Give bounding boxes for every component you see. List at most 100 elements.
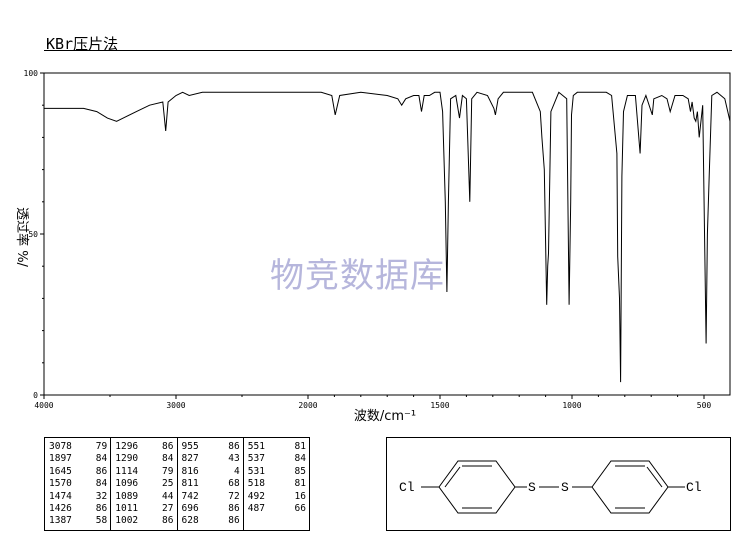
peak-wavenumber: 628 [181,515,199,527]
peak-table-row: 816 4 [182,466,240,478]
peak-table-row: 518 81 [248,478,306,490]
x-axis-label: 波数/cm⁻¹ [354,409,416,424]
peak-wavenumber: 1387 [49,515,72,527]
peak-wavenumber: 1011 [115,503,139,515]
peak-table-row: 1290 84 [115,453,173,465]
peak-table-column: 955 86 827 43 816 4 811 68 742 72 696 86 628 86 [178,438,244,530]
peak-transmittance: 85 [294,465,306,477]
peak-transmittance: 84 [95,478,108,490]
peak-table-row: 827 43 [182,453,240,465]
peak-transmittance: 43 [228,453,240,465]
peak-table-column: 3078 79 1897 84 1645 86 1570 84 1474 32 1426 86 1387… [45,438,112,530]
peak-wavenumber: 1290 [115,453,139,465]
peak-table-column: 551 81 537 84 531 85 518 81 492 16 487 66 [244,438,309,530]
peak-table-row: 1114 79 [115,466,173,478]
y-axis-label: 透过率 %/ [14,207,30,267]
peak-transmittance: 32 [95,490,108,502]
peak-transmittance: 66 [294,503,306,515]
benzene-ring-right [591,460,669,514]
atom-cl-left: Cl [399,480,415,495]
peak-table-row: 696 86 [182,503,240,515]
peak-wavenumber: 696 [181,503,199,515]
peak-table-row: 742 72 [182,491,240,503]
peak-transmittance: 86 [228,441,240,452]
peak-transmittance: 79 [162,465,174,477]
x-tick-label-3000: 3000 [166,401,185,410]
peak-transmittance: 27 [162,503,174,515]
peak-table-row: 1897 84 [49,453,107,465]
structure-box: Cl S S Cl [386,437,731,531]
peak-transmittance: 81 [294,441,306,452]
peak-wavenumber: 3078 [49,441,72,452]
peak-table-row: 628 86 [182,515,240,527]
benzene-ring-left [438,460,516,514]
peak-transmittance: 86 [95,465,108,477]
peak-table-row: 537 84 [248,453,306,465]
spectrum-line-0 [44,91,731,383]
peak-table-row: 1645 86 [49,466,107,478]
peak-wavenumber: 518 [247,478,265,490]
peak-table-row: 1096 25 [115,478,173,490]
peak-table-row: 955 86 [182,441,240,453]
peak-transmittance: 86 [162,515,174,527]
peak-table-row: 1089 44 [115,491,173,503]
peak-wavenumber: 742 [181,490,199,502]
peak-wavenumber: 1114 [115,465,139,477]
peak-wavenumber: 955 [181,441,199,452]
peak-wavenumber: 1897 [49,453,72,465]
x-tick-label-2000: 2000 [298,401,317,410]
peak-transmittance: 72 [228,490,240,502]
x-tick-label-500: 500 [697,401,712,410]
peak-transmittance: 25 [162,478,174,490]
atom-s-1: S [528,480,536,495]
peak-wavenumber: 1570 [49,478,72,490]
peak-table-row: 811 68 [182,478,240,490]
peak-transmittance: 4 [234,465,240,477]
peak-table-row: 1296 86 [115,441,173,453]
plot-frame [43,72,731,396]
y-tick-label-50: 50 [28,230,38,239]
peak-transmittance: 68 [228,478,240,490]
ir-spectrum-chart: 0 50 100 4000 3000 2000 1500 1000 500 波数/cm⁻¹ 透过率 … [14,69,731,424]
title-divider [44,50,732,51]
x-tick-label-1000: 1000 [562,401,581,410]
peak-table-row: 531 85 [248,466,306,478]
peak-transmittance: 86 [228,515,240,527]
peak-table: 3078 79 1897 84 1645 86 1570 84 1474 32 1426 86 1387… [44,437,310,531]
peak-table-row: 1387 58 [49,515,107,527]
peak-wavenumber: 1296 [115,441,139,452]
peak-transmittance: 81 [294,478,306,490]
structure-diagram: Cl S S Cl [399,460,702,514]
peak-transmittance: 16 [294,490,306,502]
y-tick-label-0: 0 [33,391,38,400]
peak-wavenumber: 816 [181,465,199,477]
peak-wavenumber: 551 [247,441,265,452]
peak-table-row: 1426 86 [49,503,107,515]
watermark: 物竞数据库 [270,256,445,296]
peak-table-row: 1570 84 [49,478,107,490]
peak-transmittance: 79 [95,441,108,452]
peak-transmittance: 86 [228,503,240,515]
peak-table-row: 492 16 [248,491,306,503]
peak-wavenumber: 1002 [115,515,139,527]
peak-wavenumber: 827 [181,453,199,465]
peak-table-row: 551 81 [248,441,306,453]
peak-table-row: 487 66 [248,503,306,515]
peak-wavenumber: 531 [247,465,265,477]
atom-s-2: S [561,480,569,495]
atom-cl-right: Cl [686,480,702,495]
peak-transmittance: 86 [95,503,108,515]
y-tick-label-100: 100 [24,69,39,78]
peak-wavenumber: 1474 [49,490,72,502]
peak-transmittance: 84 [95,453,108,465]
peak-wavenumber: 1645 [49,465,72,477]
peak-wavenumber: 537 [247,453,265,465]
x-tick-label-4000: 4000 [34,401,53,410]
peak-table-row: 3078 79 [49,441,107,453]
peak-wavenumber: 487 [247,503,265,515]
peak-table-row: 1011 27 [115,503,173,515]
peak-transmittance: 84 [162,453,174,465]
peak-table-row: 1002 86 [115,515,173,527]
peak-transmittance: 86 [162,441,174,452]
page-title: KBr压片法 [46,35,119,53]
